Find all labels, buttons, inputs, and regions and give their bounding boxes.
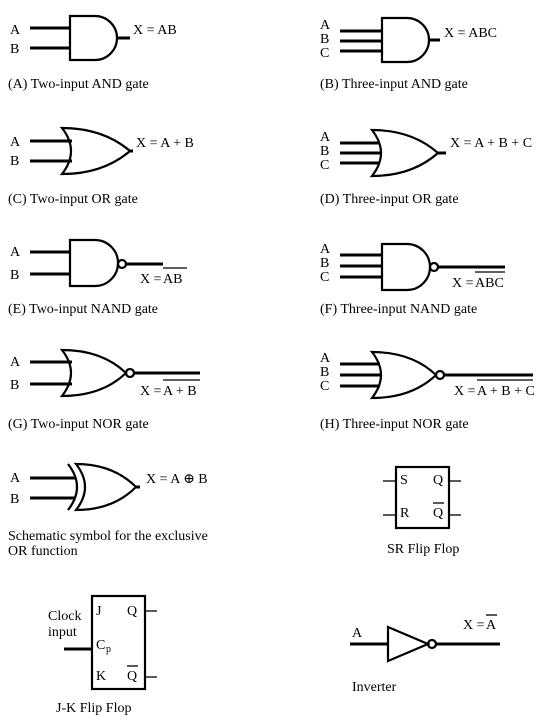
or-gate-symbol	[369, 128, 440, 178]
input-label-b: B	[10, 268, 19, 283]
input-label-b: B	[10, 154, 19, 169]
inverter-caption: Inverter	[352, 680, 397, 695]
input-label-a: A	[320, 18, 331, 33]
xor-caption-line-1: Schematic symbol for the exclusive	[8, 529, 208, 544]
jk-flip-flop-box	[90, 594, 147, 691]
and-gate-symbol	[380, 242, 432, 292]
output-expression: X = A + B + C	[450, 136, 532, 151]
gate-caption: (D) Three-input OR gate	[320, 192, 459, 207]
output-expression-negated: AB	[163, 272, 182, 287]
inverter-output-negated: A	[486, 618, 497, 633]
output-expression-prefix: X =	[140, 272, 162, 287]
gate-caption: (G) Two-input NOR gate	[8, 417, 149, 432]
clock-input-label-line-2: input	[48, 625, 77, 640]
input-label-c: C	[320, 46, 329, 61]
gate-caption: (F) Three-input NAND gate	[320, 302, 477, 317]
inverter: A X = A Inverter	[350, 614, 500, 695]
jk-cp-label-subscript: p	[106, 644, 111, 655]
sr-q-label: Q	[433, 473, 443, 488]
input-label-a: A	[320, 351, 331, 366]
inverter-output-prefix: X =	[463, 618, 485, 633]
gate-exclusive-or: A B X = A ⊕ B Schematic symbol for the e…	[8, 462, 208, 559]
or-gate-symbol	[369, 350, 438, 400]
output-expression: X = ABC	[444, 26, 497, 41]
inverter-triangle	[386, 625, 431, 663]
input-label-c: C	[320, 379, 329, 394]
input-label-a: A	[10, 355, 21, 370]
jk-k-label: K	[96, 669, 106, 684]
input-label-c: C	[320, 158, 329, 173]
xor-caption-line-2: OR function	[8, 544, 78, 559]
sr-r-label: R	[400, 506, 410, 521]
output-expression-negated: A + B + C	[477, 384, 535, 399]
gate-two-input-nor: A B X = A + B (G) Two-input NOR gate	[8, 348, 200, 432]
output-expression-prefix: X =	[454, 384, 476, 399]
jk-qbar-label: Q	[127, 669, 137, 684]
or-gate-symbol	[73, 462, 138, 512]
gate-caption: (C) Two-input OR gate	[8, 192, 138, 207]
or-gate-symbol	[59, 348, 128, 398]
gate-caption: (B) Three-input AND gate	[320, 77, 468, 92]
gate-three-input-nor: A B C X = A + B + C (H) Three-input NOR …	[320, 350, 535, 432]
sr-flip-flop-box	[394, 465, 451, 530]
gate-three-input-or: A B C X = A + B + C (D) Three-input OR g…	[320, 128, 532, 207]
gate-caption: (H) Three-input NOR gate	[320, 417, 469, 432]
sr-flip-flop-caption: SR Flip Flop	[387, 542, 459, 557]
input-label-a: A	[10, 245, 21, 260]
clock-input-label-line-1: Clock	[48, 609, 81, 624]
inverter-input-label: A	[352, 626, 363, 641]
input-label-a: A	[10, 471, 21, 486]
gate-two-input-nand: A B X = AB (E) Two-input NAND gate	[8, 238, 187, 317]
output-expression-negated: ABC	[475, 276, 504, 291]
sr-flip-flop: S R Q Q SR Flip Flop	[383, 465, 461, 557]
input-label-b: B	[320, 365, 329, 380]
input-label-c: C	[320, 270, 329, 285]
sr-s-label: S	[400, 473, 408, 488]
gate-caption: (A) Two-input AND gate	[8, 77, 149, 92]
jk-q-label: Q	[127, 604, 137, 619]
output-expression: X = A + B	[136, 136, 194, 151]
gate-two-input-and: A B X = AB (A) Two-input AND gate	[8, 14, 177, 92]
input-label-a: A	[320, 242, 331, 257]
inversion-bubble	[116, 258, 128, 270]
input-label-b: B	[10, 492, 19, 507]
gate-three-input-nand: A B C X = ABC (F) Three-input NAND gate	[320, 242, 505, 317]
output-expression: X = AB	[133, 23, 177, 38]
input-label-b: B	[320, 144, 329, 159]
input-label-b: B	[10, 42, 19, 57]
output-expression: X = A ⊕ B	[146, 472, 208, 487]
input-label-b: B	[320, 32, 329, 47]
input-label-a: A	[10, 23, 21, 38]
xor-extra-arc	[67, 463, 79, 511]
jk-flip-flop-caption: J-K Flip Flop	[56, 701, 131, 716]
input-label-a: A	[320, 130, 331, 145]
and-gate-symbol	[380, 16, 431, 64]
jk-j-label: J	[96, 604, 102, 619]
jk-flip-flop: Clock input J C p K Q Q J-K Flip Flop	[48, 594, 157, 716]
sr-qbar-label: Q	[433, 506, 443, 521]
output-expression-prefix: X =	[140, 384, 162, 399]
gate-two-input-or: A B X = A + B (C) Two-input OR gate	[8, 126, 194, 207]
and-gate-symbol	[68, 238, 120, 288]
input-label-b: B	[10, 378, 19, 393]
input-label-b: B	[320, 256, 329, 271]
and-gate-symbol	[68, 14, 119, 62]
input-label-a: A	[10, 135, 21, 150]
gate-caption: (E) Two-input NAND gate	[8, 302, 158, 317]
output-expression-negated: A + B	[163, 384, 197, 399]
jk-cp-label-main: C	[96, 638, 105, 653]
or-gate-symbol	[59, 126, 132, 176]
gate-three-input-and: A B C X = ABC (B) Three-input AND gate	[320, 16, 497, 92]
inversion-bubble	[428, 261, 440, 273]
output-expression-prefix: X =	[452, 276, 474, 291]
